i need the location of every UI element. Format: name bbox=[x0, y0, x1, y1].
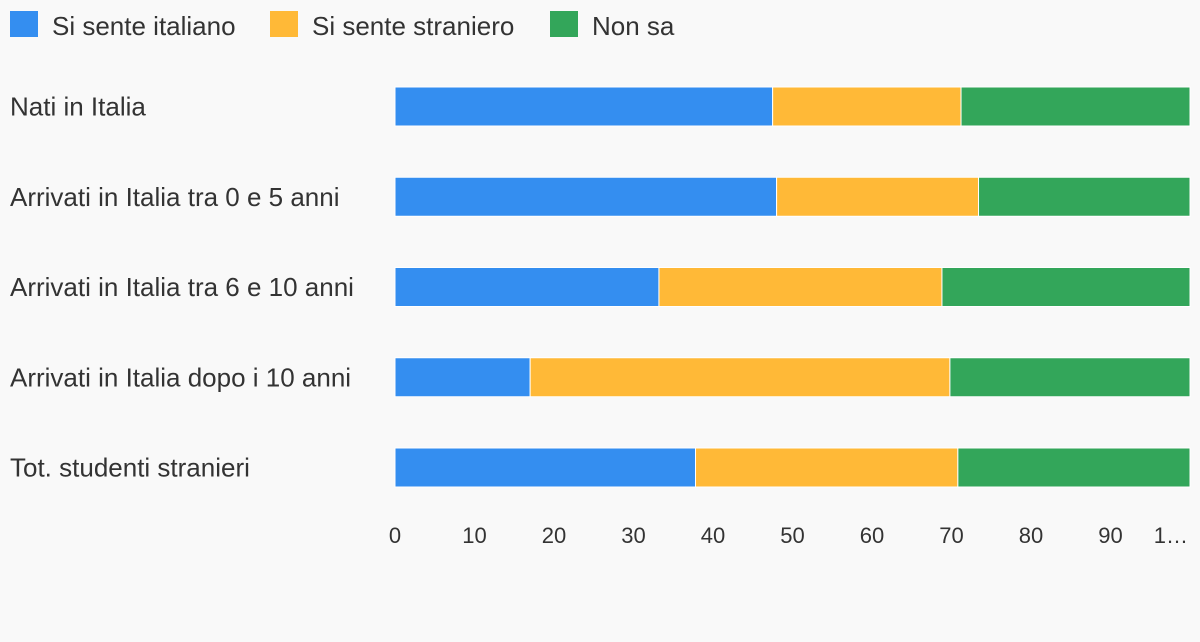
x-tick-label: 1… bbox=[1154, 523, 1188, 548]
bar-segment[interactable] bbox=[941, 267, 1191, 307]
category-label: Arrivati in Italia tra 6 e 10 anni bbox=[10, 272, 354, 302]
bar-segment[interactable] bbox=[695, 447, 959, 488]
bar-segment[interactable] bbox=[394, 357, 531, 398]
bar-segment[interactable] bbox=[658, 267, 943, 307]
bar-segment[interactable] bbox=[394, 86, 774, 127]
legend-label: Non sa bbox=[592, 11, 675, 41]
category-label: Arrivati in Italia dopo i 10 anni bbox=[10, 362, 351, 392]
bar-segment[interactable] bbox=[394, 176, 778, 217]
category-label: Nati in Italia bbox=[10, 92, 146, 122]
x-tick-label: 60 bbox=[860, 523, 884, 548]
x-tick-label: 10 bbox=[462, 523, 486, 548]
category-labels: Nati in Italia Arrivati in Italia tra 0 e… bbox=[10, 92, 354, 483]
x-tick-label: 50 bbox=[780, 523, 804, 548]
x-tick-label: 70 bbox=[939, 523, 963, 548]
bar-segment[interactable] bbox=[978, 176, 1191, 217]
x-tick-label: 20 bbox=[542, 523, 566, 548]
bar-segment[interactable] bbox=[960, 86, 1191, 127]
bar-segment[interactable] bbox=[957, 447, 1191, 488]
legend-swatch bbox=[270, 11, 298, 37]
legend-swatch bbox=[10, 11, 38, 37]
legend-label: Si sente straniero bbox=[312, 11, 514, 41]
bar-segment[interactable] bbox=[772, 86, 962, 127]
legend-item[interactable]: Si sente straniero bbox=[270, 11, 514, 41]
bar-segment[interactable] bbox=[394, 447, 697, 488]
x-tick-label: 90 bbox=[1098, 523, 1122, 548]
x-axis: 0 10 20 30 40 50 60 70 80 90 1… bbox=[389, 523, 1188, 548]
x-tick-label: 80 bbox=[1019, 523, 1043, 548]
bar-segment[interactable] bbox=[529, 357, 951, 398]
bar-segment[interactable] bbox=[949, 357, 1191, 398]
legend-item[interactable]: Non sa bbox=[550, 11, 675, 41]
x-tick-label: 40 bbox=[701, 523, 725, 548]
bar-segment[interactable] bbox=[394, 267, 660, 307]
bar-segment[interactable] bbox=[776, 176, 980, 217]
legend: Si sente italiano Si sente straniero Non s… bbox=[10, 11, 675, 41]
x-tick-label: 30 bbox=[621, 523, 645, 548]
x-tick-label: 0 bbox=[389, 523, 401, 548]
legend-label: Si sente italiano bbox=[52, 11, 236, 41]
legend-item[interactable]: Si sente italiano bbox=[10, 11, 236, 41]
category-label: Tot. studenti stranieri bbox=[10, 453, 250, 483]
category-label: Arrivati in Italia tra 0 e 5 anni bbox=[10, 182, 340, 212]
legend-swatch bbox=[550, 11, 578, 37]
bars bbox=[394, 86, 1191, 488]
